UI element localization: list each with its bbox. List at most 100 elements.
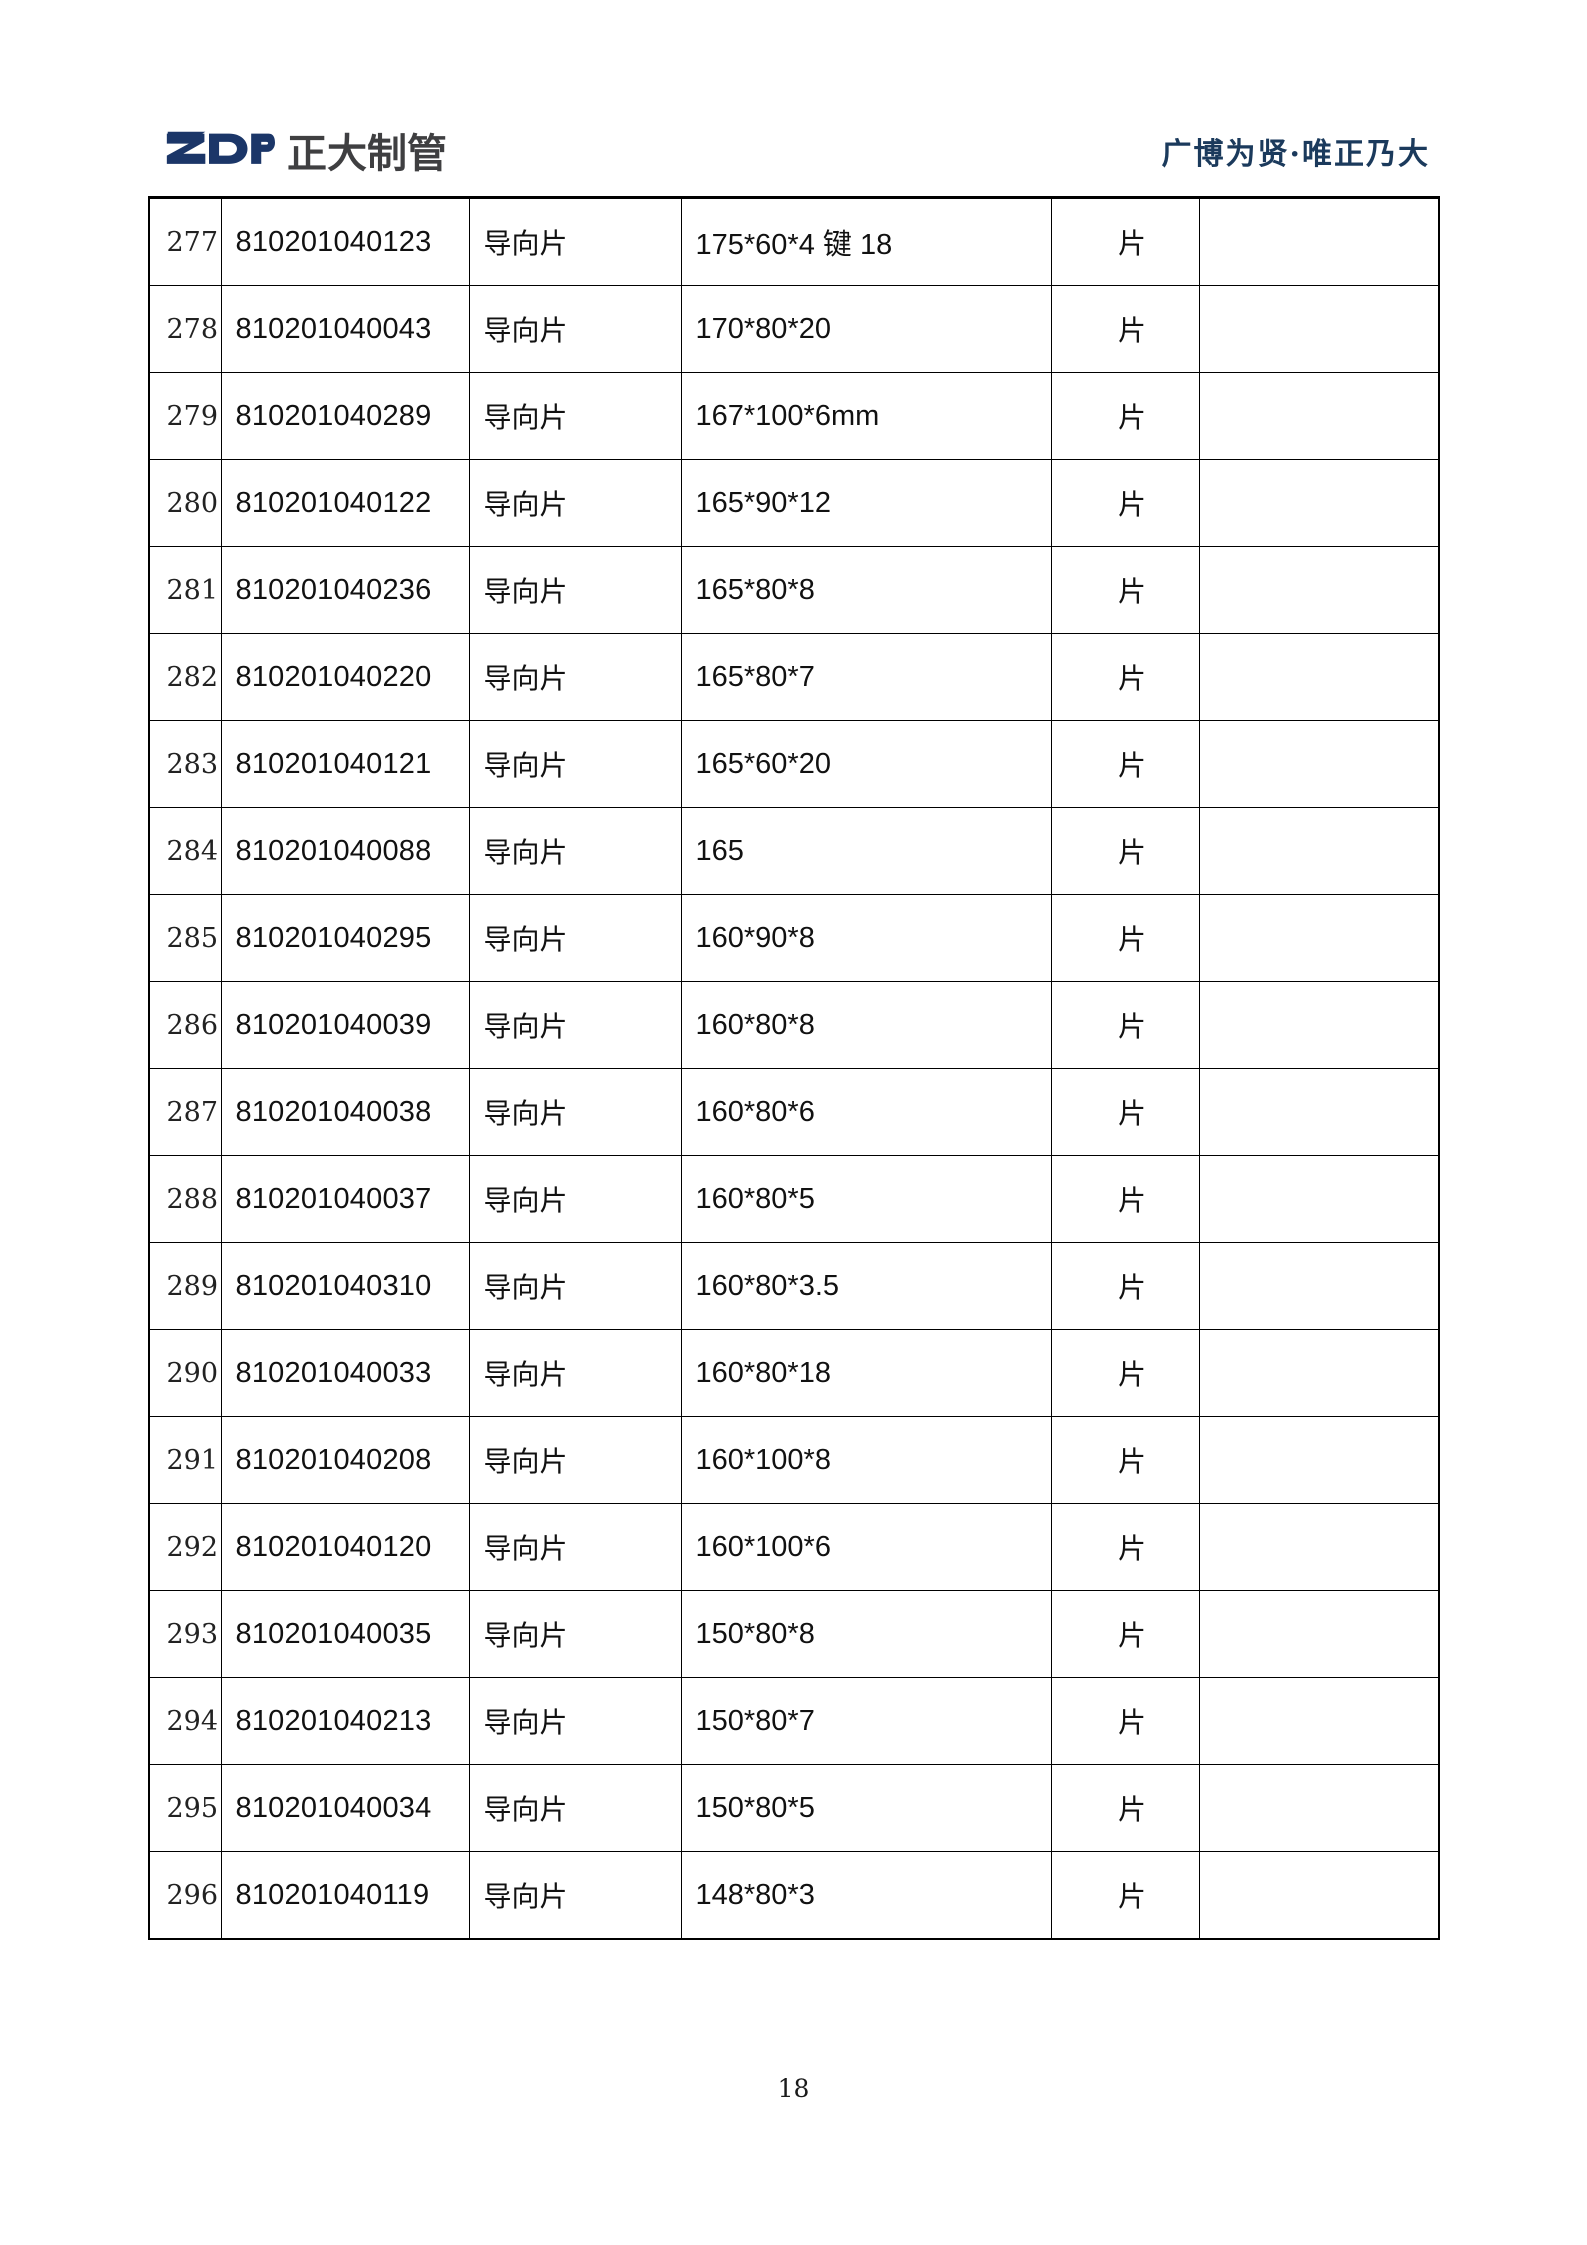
specification-cell: 165*90*12 bbox=[680, 459, 1052, 547]
specification-cell: 150*80*7 bbox=[680, 1677, 1052, 1765]
part-name-cell: 导向片 bbox=[468, 372, 682, 460]
unit-cell: 片 bbox=[1050, 1068, 1200, 1156]
unit-cell: 片 bbox=[1050, 1590, 1200, 1678]
material-code-cell: 810201040119 bbox=[220, 1851, 470, 1940]
specification-cell: 160*80*5 bbox=[680, 1155, 1052, 1243]
unit-cell: 片 bbox=[1050, 720, 1200, 808]
unit-cell: 片 bbox=[1050, 372, 1200, 460]
unit-cell: 片 bbox=[1050, 807, 1200, 895]
specification-cell: 165*80*8 bbox=[680, 546, 1052, 634]
row-index-cell: 292 bbox=[148, 1503, 222, 1591]
table-row: 283 810201040121 导向片 165*60*20 片 bbox=[148, 720, 1440, 808]
part-name-cell: 导向片 bbox=[468, 1416, 682, 1504]
specification-cell: 160*80*18 bbox=[680, 1329, 1052, 1417]
part-name-cell: 导向片 bbox=[468, 720, 682, 808]
unit-cell: 片 bbox=[1050, 196, 1200, 286]
table-row: 277 810201040123 导向片 175*60*4 键 18 片 bbox=[148, 196, 1440, 286]
part-name-cell: 导向片 bbox=[468, 1155, 682, 1243]
material-code-cell: 810201040121 bbox=[220, 720, 470, 808]
unit-cell: 片 bbox=[1050, 981, 1200, 1069]
quantity-cell bbox=[1198, 1329, 1440, 1417]
row-index-cell: 294 bbox=[148, 1677, 222, 1765]
row-index-cell: 290 bbox=[148, 1329, 222, 1417]
row-index-cell: 281 bbox=[148, 546, 222, 634]
material-code-cell: 810201040088 bbox=[220, 807, 470, 895]
unit-cell: 片 bbox=[1050, 1416, 1200, 1504]
quantity-cell bbox=[1198, 546, 1440, 634]
quantity-cell bbox=[1198, 372, 1440, 460]
part-name-cell: 导向片 bbox=[468, 1242, 682, 1330]
specification-cell: 160*100*6 bbox=[680, 1503, 1052, 1591]
company-tagline: 广博为贤·唯正乃大 bbox=[1161, 137, 1430, 172]
part-name-cell: 导向片 bbox=[468, 1590, 682, 1678]
quantity-cell bbox=[1198, 285, 1440, 373]
unit-cell: 片 bbox=[1050, 1329, 1200, 1417]
quantity-cell bbox=[1198, 1242, 1440, 1330]
quantity-cell bbox=[1198, 1764, 1440, 1852]
row-index-cell: 288 bbox=[148, 1155, 222, 1243]
table-row: 292 810201040120 导向片 160*100*6 片 bbox=[148, 1503, 1440, 1591]
unit-cell: 片 bbox=[1050, 633, 1200, 721]
quantity-cell bbox=[1198, 1590, 1440, 1678]
unit-cell: 片 bbox=[1050, 1503, 1200, 1591]
specification-cell: 150*80*8 bbox=[680, 1590, 1052, 1678]
specification-cell: 160*80*8 bbox=[680, 981, 1052, 1069]
table-row: 287 810201040038 导向片 160*80*6 片 bbox=[148, 1068, 1440, 1156]
part-name-cell: 导向片 bbox=[468, 196, 682, 286]
row-index-cell: 296 bbox=[148, 1851, 222, 1940]
unit-cell: 片 bbox=[1050, 1155, 1200, 1243]
table-row: 291 810201040208 导向片 160*100*8 片 bbox=[148, 1416, 1440, 1504]
company-logo: 正大制管 bbox=[165, 125, 447, 174]
specification-cell: 160*90*8 bbox=[680, 894, 1052, 982]
quantity-cell bbox=[1198, 196, 1440, 286]
quantity-cell bbox=[1198, 633, 1440, 721]
quantity-cell bbox=[1198, 1416, 1440, 1504]
table-row: 286 810201040039 导向片 160*80*8 片 bbox=[148, 981, 1440, 1069]
page-header: 正大制管 广博为贤·唯正乃大 bbox=[165, 117, 1430, 174]
row-index-cell: 293 bbox=[148, 1590, 222, 1678]
table-row: 294 810201040213 导向片 150*80*7 片 bbox=[148, 1677, 1440, 1765]
specification-cell: 150*80*5 bbox=[680, 1764, 1052, 1852]
specification-cell: 165 bbox=[680, 807, 1052, 895]
material-code-cell: 810201040295 bbox=[220, 894, 470, 982]
table-row: 296 810201040119 导向片 148*80*3 片 bbox=[148, 1851, 1440, 1940]
quantity-cell bbox=[1198, 1068, 1440, 1156]
specification-cell: 170*80*20 bbox=[680, 285, 1052, 373]
material-code-cell: 810201040213 bbox=[220, 1677, 470, 1765]
specification-cell: 160*100*8 bbox=[680, 1416, 1052, 1504]
quantity-cell bbox=[1198, 1851, 1440, 1940]
specification-cell: 148*80*3 bbox=[680, 1851, 1052, 1940]
row-index-cell: 287 bbox=[148, 1068, 222, 1156]
quantity-cell bbox=[1198, 720, 1440, 808]
row-index-cell: 282 bbox=[148, 633, 222, 721]
material-code-cell: 810201040122 bbox=[220, 459, 470, 547]
row-index-cell: 280 bbox=[148, 459, 222, 547]
material-code-cell: 810201040236 bbox=[220, 546, 470, 634]
material-code-cell: 810201040038 bbox=[220, 1068, 470, 1156]
specification-cell: 165*60*20 bbox=[680, 720, 1052, 808]
quantity-cell bbox=[1198, 894, 1440, 982]
parts-table-body: 277 810201040123 导向片 175*60*4 键 18 片 278 81020… bbox=[148, 196, 1440, 1940]
material-code-cell: 810201040039 bbox=[220, 981, 470, 1069]
unit-cell: 片 bbox=[1050, 459, 1200, 547]
unit-cell: 片 bbox=[1050, 894, 1200, 982]
unit-cell: 片 bbox=[1050, 546, 1200, 634]
material-code-cell: 810201040220 bbox=[220, 633, 470, 721]
specification-cell: 175*60*4 键 18 bbox=[680, 196, 1052, 286]
unit-cell: 片 bbox=[1050, 1764, 1200, 1852]
unit-cell: 片 bbox=[1050, 1677, 1200, 1765]
material-code-cell: 810201040043 bbox=[220, 285, 470, 373]
quantity-cell bbox=[1198, 1677, 1440, 1765]
material-code-cell: 810201040310 bbox=[220, 1242, 470, 1330]
material-code-cell: 810201040035 bbox=[220, 1590, 470, 1678]
part-name-cell: 导向片 bbox=[468, 546, 682, 634]
unit-cell: 片 bbox=[1050, 1851, 1200, 1940]
table-row: 284 810201040088 导向片 165 片 bbox=[148, 807, 1440, 895]
quantity-cell bbox=[1198, 981, 1440, 1069]
material-code-cell: 810201040034 bbox=[220, 1764, 470, 1852]
unit-cell: 片 bbox=[1050, 1242, 1200, 1330]
part-name-cell: 导向片 bbox=[468, 1329, 682, 1417]
row-index-cell: 279 bbox=[148, 372, 222, 460]
parts-table-container: 277 810201040123 导向片 175*60*4 键 18 片 278 81020… bbox=[148, 196, 1440, 1940]
